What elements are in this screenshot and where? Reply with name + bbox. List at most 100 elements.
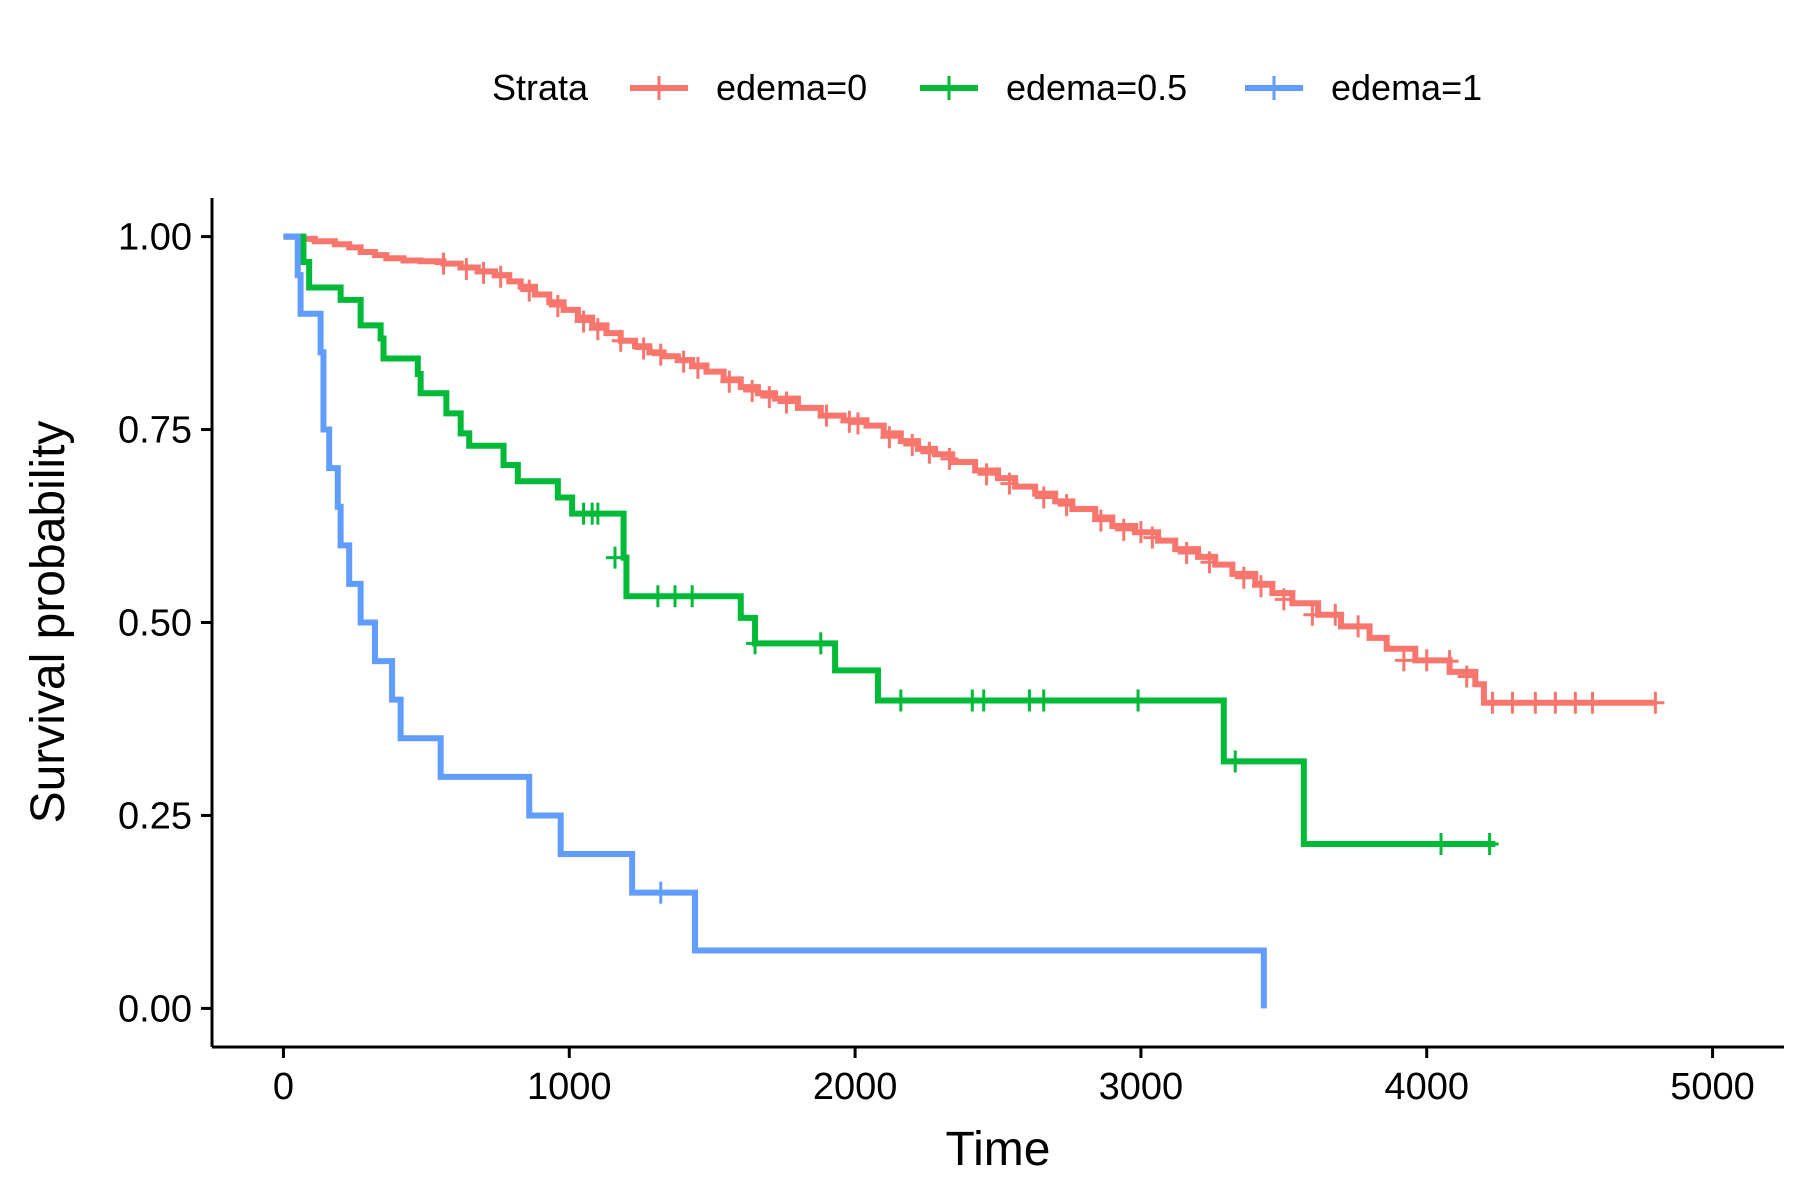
censor-mark bbox=[1234, 566, 1253, 589]
x-tick-label: 2000 bbox=[813, 1066, 898, 1108]
y-ticks: 0.00 0.25 0.50 0.75 1.00 bbox=[118, 217, 212, 1030]
legend-entry: edema=0.5 bbox=[920, 67, 1187, 108]
censor-mark bbox=[434, 252, 453, 275]
legend-label: edema=1 bbox=[1331, 67, 1482, 108]
censor-mark bbox=[1417, 649, 1436, 672]
x-tick-label: 1000 bbox=[527, 1066, 612, 1108]
legend-label: edema=0 bbox=[716, 67, 867, 108]
y-tick-label: 1.00 bbox=[118, 217, 192, 259]
censor-mark bbox=[606, 546, 625, 569]
survival-curve bbox=[283, 233, 1267, 1009]
censor-mark bbox=[1200, 551, 1219, 574]
y-tick-label: 0.75 bbox=[118, 410, 192, 452]
x-ticks: 0 1000 2000 3000 4000 5000 bbox=[273, 1047, 1755, 1108]
x-tick-label: 5000 bbox=[1670, 1066, 1755, 1108]
censor-mark bbox=[588, 502, 607, 525]
censor-mark bbox=[683, 585, 702, 608]
censor-mark bbox=[1349, 615, 1368, 638]
legend-entries: edema=0 edema=0.5 edema=1 bbox=[630, 67, 1482, 108]
x-tick-label: 4000 bbox=[1384, 1066, 1469, 1108]
censor-mark bbox=[1583, 691, 1602, 714]
censor-mark bbox=[760, 386, 779, 409]
x-tick-label: 3000 bbox=[1099, 1066, 1184, 1108]
censor-mark bbox=[611, 329, 630, 352]
censor-mark bbox=[548, 295, 567, 318]
censor-mark bbox=[1251, 575, 1270, 598]
censor-mark bbox=[1546, 691, 1565, 714]
censor-mark bbox=[666, 585, 685, 608]
y-tick-label: 0.25 bbox=[118, 795, 192, 837]
censor-mark bbox=[840, 410, 859, 433]
censor-mark bbox=[1131, 521, 1150, 544]
legend-entry: edema=0 bbox=[630, 67, 867, 108]
series-edema=1 bbox=[283, 233, 1267, 1009]
y-tick-label: 0.50 bbox=[118, 603, 192, 645]
censor-mark bbox=[574, 310, 593, 333]
censor-mark bbox=[674, 350, 693, 373]
censor-mark bbox=[648, 585, 667, 608]
censor-mark bbox=[777, 391, 796, 414]
censor-mark bbox=[634, 337, 653, 360]
axes: 0 1000 2000 3000 4000 5000 0.00 0.25 0.50 0.75 1.… bbox=[118, 198, 1784, 1108]
y-tick-label: 0.00 bbox=[118, 988, 192, 1030]
legend: Strata edema=0 edema=0.5 edema=1 bbox=[492, 67, 1482, 108]
censor-mark bbox=[817, 404, 836, 427]
censor-mark bbox=[880, 426, 899, 449]
censor-mark bbox=[520, 279, 539, 302]
survival-curve bbox=[283, 233, 1496, 848]
censor-mark bbox=[720, 370, 739, 393]
censor-mark bbox=[746, 632, 765, 655]
series-edema=0.5 bbox=[283, 233, 1499, 856]
censor-mark bbox=[1457, 665, 1476, 688]
censor-mark bbox=[1483, 691, 1502, 714]
censor-mark bbox=[491, 265, 510, 288]
censor-mark bbox=[1646, 691, 1665, 714]
censor-mark bbox=[457, 258, 476, 281]
y-axis-title: Survival probability bbox=[22, 421, 75, 824]
censor-mark bbox=[891, 689, 910, 712]
censor-mark bbox=[1274, 588, 1293, 611]
censor-mark bbox=[1091, 509, 1110, 532]
censor-mark bbox=[1000, 472, 1019, 495]
censor-mark bbox=[474, 261, 493, 284]
censor-mark bbox=[811, 632, 830, 655]
censor-mark bbox=[1143, 526, 1162, 549]
censor-mark bbox=[1057, 494, 1076, 517]
censor-mark bbox=[1526, 691, 1545, 714]
censor-mark bbox=[688, 356, 707, 379]
legend-entry: edema=1 bbox=[1245, 67, 1482, 108]
censor-mark bbox=[1326, 603, 1345, 626]
x-tick-label: 0 bbox=[273, 1066, 294, 1108]
censor-mark bbox=[1303, 603, 1322, 626]
censor-mark bbox=[651, 881, 670, 904]
censor-mark bbox=[1503, 691, 1522, 714]
censor-mark bbox=[1480, 833, 1499, 856]
censor-mark bbox=[1432, 833, 1451, 856]
x-axis-title: Time bbox=[946, 1123, 1051, 1176]
censor-mark bbox=[940, 447, 959, 470]
censor-mark bbox=[848, 412, 867, 435]
plot-area bbox=[283, 233, 1665, 1009]
censor-mark bbox=[743, 379, 762, 402]
censor-mark bbox=[1177, 542, 1196, 565]
censor-mark bbox=[1440, 650, 1459, 673]
censor-mark bbox=[651, 343, 670, 366]
censor-mark bbox=[1034, 689, 1053, 712]
censor-mark bbox=[974, 689, 993, 712]
censor-mark bbox=[1394, 649, 1413, 672]
censor-mark bbox=[588, 318, 607, 341]
censor-mark bbox=[903, 433, 922, 456]
censor-mark bbox=[1034, 486, 1053, 509]
legend-label: edema=0.5 bbox=[1006, 67, 1187, 108]
survival-curve bbox=[283, 233, 1656, 706]
series-edema=0 bbox=[283, 233, 1665, 714]
censor-mark bbox=[1114, 518, 1133, 541]
legend-title: Strata bbox=[492, 67, 589, 108]
censor-mark bbox=[1129, 689, 1148, 712]
censor-mark bbox=[1566, 691, 1585, 714]
censor-mark bbox=[977, 463, 996, 486]
censor-mark bbox=[1226, 750, 1245, 773]
censor-mark bbox=[920, 441, 939, 464]
